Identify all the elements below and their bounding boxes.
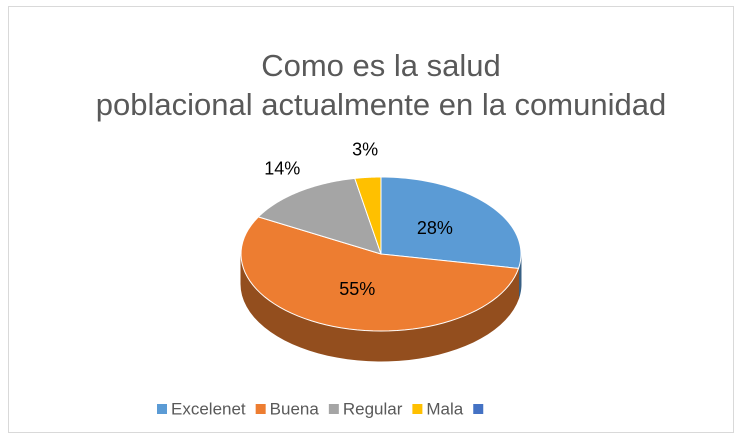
data-labels: 28% 55% 14% 3% bbox=[264, 139, 453, 299]
legend-label: Buena bbox=[270, 399, 320, 418]
pie-slice bbox=[354, 176, 382, 255]
legend-label: Excelenet bbox=[171, 399, 246, 418]
legend-swatch bbox=[412, 404, 423, 414]
pie-tops bbox=[240, 176, 522, 332]
data-label: 28% bbox=[417, 218, 453, 238]
data-label: 55% bbox=[339, 279, 375, 299]
chart-title-line: Como es la salud poblacional actualmente … bbox=[96, 48, 666, 122]
pie-slice bbox=[380, 176, 522, 269]
legend-swatch bbox=[255, 404, 266, 414]
legend-swatch bbox=[157, 404, 167, 414]
pie-slice bbox=[240, 216, 520, 332]
legend: Excelenet Buena Regular Mala bbox=[157, 399, 484, 418]
legend-swatch bbox=[328, 404, 339, 414]
pie-slice bbox=[257, 177, 382, 255]
legend-swatch bbox=[473, 404, 484, 414]
legend-label: Regular bbox=[343, 399, 403, 418]
data-label: 14% bbox=[264, 159, 300, 179]
data-label: 3% bbox=[352, 139, 378, 159]
legend-label: Mala bbox=[426, 399, 463, 418]
